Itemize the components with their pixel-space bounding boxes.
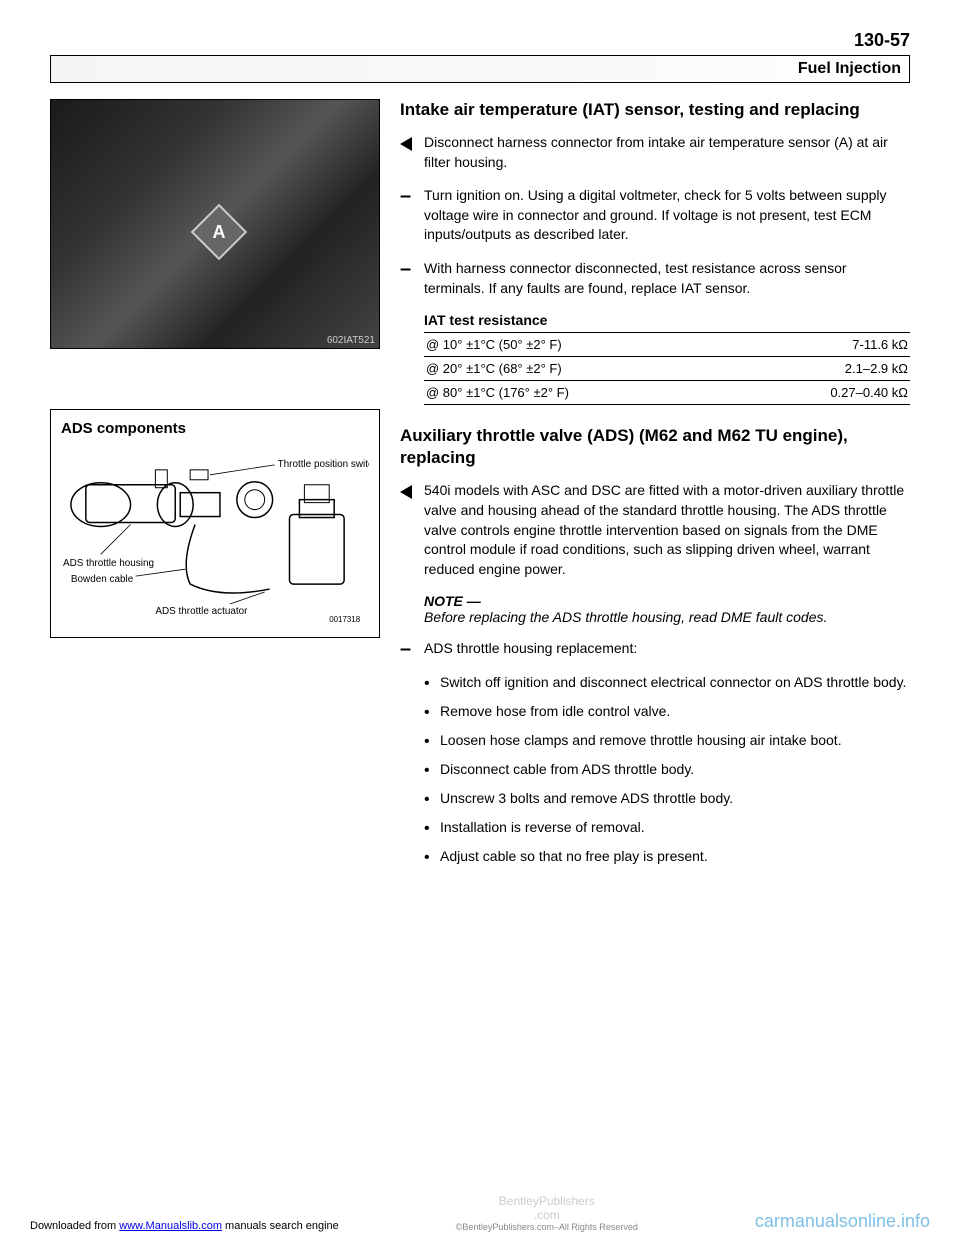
dash-marker: – bbox=[400, 259, 424, 298]
footer-brand: BentleyPublishers bbox=[499, 1194, 595, 1208]
note-block: NOTE — Before replacing the ADS throttle… bbox=[424, 593, 910, 625]
table-cell: 0.27–0.40 kΩ bbox=[736, 381, 910, 405]
footer-left-post: manuals search engine bbox=[222, 1220, 339, 1232]
dash-marker: – bbox=[400, 639, 424, 659]
label-housing: ADS throttle housing bbox=[63, 558, 154, 569]
section1-p3: With harness connector disconnected, tes… bbox=[424, 259, 910, 298]
right-column: Intake air temperature (IAT) sensor, tes… bbox=[400, 99, 910, 876]
list-item: Disconnect cable from ADS throttle body. bbox=[424, 760, 910, 779]
triangle-marker bbox=[400, 133, 424, 172]
section1-title: Intake air temperature (IAT) sensor, tes… bbox=[400, 99, 910, 121]
footer-center: BentleyPublishers .com ©BentleyPublisher… bbox=[339, 1194, 755, 1232]
list-item: Remove hose from idle control valve. bbox=[424, 702, 910, 721]
manualslib-link[interactable]: www.Manualslib.com bbox=[119, 1220, 222, 1232]
section-header: Fuel Injection bbox=[50, 55, 910, 83]
footer-domain: .com bbox=[534, 1208, 560, 1222]
table-row: @ 10° ±1°C (50° ±2° F) 7-11.6 kΩ bbox=[424, 333, 910, 357]
page-number: 130-57 bbox=[50, 30, 910, 51]
section1-p2: Turn ignition on. Using a digital voltme… bbox=[424, 186, 910, 245]
section2-p1: 540i models with ASC and DSC are fitted … bbox=[424, 481, 910, 579]
procedure-list: Switch off ignition and disconnect elect… bbox=[424, 673, 910, 865]
label-tps: Throttle position switch bbox=[278, 459, 369, 470]
footer: Downloaded from www.Manualslib.com manua… bbox=[0, 1194, 960, 1232]
label-actuator: ADS throttle actuator bbox=[155, 606, 248, 617]
table-cell: @ 10° ±1°C (50° ±2° F) bbox=[424, 333, 736, 357]
triangle-marker bbox=[400, 481, 424, 579]
section1-p1: Disconnect harness connector from intake… bbox=[424, 133, 910, 172]
dash-marker: – bbox=[400, 186, 424, 245]
footer-right: carmanualsonline.info bbox=[755, 1211, 930, 1232]
photo-marker-letter: A bbox=[212, 221, 225, 242]
photo-ref: 602IAT521 bbox=[327, 335, 375, 346]
section2-title: Auxiliary throttle valve (ADS) (M62 and … bbox=[400, 425, 910, 469]
diagram-title: ADS components bbox=[61, 420, 369, 437]
list-item: Adjust cable so that no free play is pre… bbox=[424, 847, 910, 866]
sensor-photo: A 602IAT521 bbox=[50, 99, 380, 349]
note-label: NOTE — bbox=[424, 593, 910, 609]
list-item: Installation is reverse of removal. bbox=[424, 818, 910, 837]
table-row: @ 20° ±1°C (68° ±2° F) 2.1–2.9 kΩ bbox=[424, 357, 910, 381]
table-cell: @ 20° ±1°C (68° ±2° F) bbox=[424, 357, 736, 381]
table-cell: 7-11.6 kΩ bbox=[736, 333, 910, 357]
table-title: IAT test resistance bbox=[424, 312, 910, 328]
footer-copyright: ©BentleyPublishers.com–All Rights Reserv… bbox=[339, 1222, 755, 1232]
table-cell: @ 80° ±1°C (176° ±2° F) bbox=[424, 381, 736, 405]
resistance-table: @ 10° ±1°C (50° ±2° F) 7-11.6 kΩ @ 20° ±… bbox=[424, 332, 910, 405]
label-bowden: Bowden cable bbox=[71, 574, 134, 585]
note-text: Before replacing the ADS throttle housin… bbox=[424, 609, 910, 625]
footer-left-pre: Downloaded from bbox=[30, 1220, 119, 1232]
section2-p2: ADS throttle housing replacement: bbox=[424, 639, 910, 659]
footer-left: Downloaded from www.Manualslib.com manua… bbox=[30, 1220, 339, 1232]
list-item: Unscrew 3 bolts and remove ADS throttle … bbox=[424, 789, 910, 808]
diagram-ref: 0017318 bbox=[329, 615, 360, 624]
photo-marker: A bbox=[190, 203, 247, 260]
list-item: Switch off ignition and disconnect elect… bbox=[424, 673, 910, 692]
ads-diagram: ADS components Throttle positio bbox=[50, 409, 380, 638]
ads-diagram-svg: Throttle position switch ADS throttle ho… bbox=[61, 445, 369, 624]
table-cell: 2.1–2.9 kΩ bbox=[736, 357, 910, 381]
left-column: A 602IAT521 ADS components bbox=[50, 99, 380, 876]
list-item: Loosen hose clamps and remove throttle h… bbox=[424, 731, 910, 750]
table-row: @ 80° ±1°C (176° ±2° F) 0.27–0.40 kΩ bbox=[424, 381, 910, 405]
